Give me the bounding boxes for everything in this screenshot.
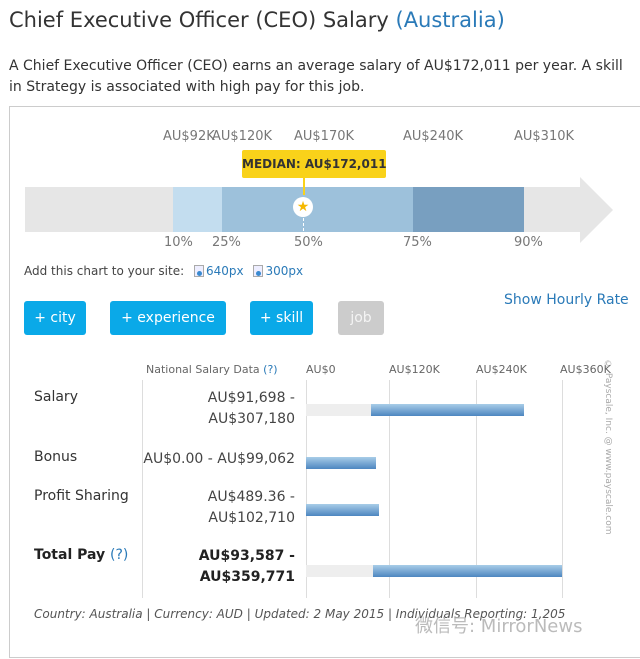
median-tooltip: MEDIAN: AU$172,011 xyxy=(242,150,387,178)
tooltip-pointer xyxy=(303,178,305,195)
divider xyxy=(142,380,143,598)
row-label-total-pay: Total Pay (?) xyxy=(34,547,129,563)
arrow-head xyxy=(580,177,613,243)
axis-tick: AU$360K xyxy=(560,363,611,376)
axis-tick: AU$120K xyxy=(389,363,440,376)
add-city-button[interactable]: + city xyxy=(24,301,86,335)
footer-info: Country: Australia | Currency: AUD | Upd… xyxy=(34,607,566,621)
pct-label: 90% xyxy=(514,235,543,250)
bar-background xyxy=(306,404,372,416)
embed-code-icon xyxy=(193,265,204,277)
pct-label: 25% xyxy=(212,235,241,250)
intro-text: A Chief Executive Officer (CEO) earns an… xyxy=(9,58,623,95)
median-line xyxy=(303,218,304,246)
axis-tick: AU$0 xyxy=(306,363,336,376)
pct-label: 10% xyxy=(164,235,193,250)
add-experience-button[interactable]: + experience xyxy=(110,301,226,335)
row-value-salary: AU$91,698 - AU$307,180 xyxy=(207,390,295,427)
job-button[interactable]: job xyxy=(338,301,384,335)
value-label-p25: AU$120K xyxy=(212,129,273,144)
range-bar xyxy=(372,565,562,577)
segment-10-25 xyxy=(173,187,222,232)
pct-label: 75% xyxy=(403,235,432,250)
show-hourly-rate-link[interactable]: Show Hourly Rate xyxy=(504,292,629,308)
value-label-p90: AU$310K xyxy=(514,129,575,144)
row-label-bonus: Bonus xyxy=(34,449,78,465)
embed-640-link[interactable]: 640px xyxy=(193,264,244,278)
value-label-p50: AU$170K xyxy=(294,129,355,144)
embed-row: Add this chart to your site: 640px 300px xyxy=(24,264,304,278)
location-link[interactable]: (Australia) xyxy=(395,8,505,32)
watermark: 微信号: MirrorNews xyxy=(415,616,583,637)
range-bar xyxy=(306,457,377,469)
range-bar xyxy=(371,404,525,416)
embed-300-link[interactable]: 300px xyxy=(253,264,303,278)
row-value-total-pay: AU$93,587 - AU$359,771 xyxy=(198,548,295,585)
salary-panel xyxy=(9,106,640,658)
segment-25-75 xyxy=(222,187,413,232)
help-link[interactable]: (?) xyxy=(110,547,129,563)
page-title: Chief Executive Officer (CEO) Salary (Au… xyxy=(9,8,505,32)
gridline xyxy=(476,380,477,598)
row-label-profit-sharing: Profit Sharing xyxy=(34,488,129,504)
gridline xyxy=(389,380,390,598)
help-link[interactable]: (?) xyxy=(263,363,278,376)
axis-tick: AU$240K xyxy=(476,363,527,376)
pct-label: 50% xyxy=(294,235,323,250)
value-label-p10: AU$92K xyxy=(163,129,215,144)
bar-background xyxy=(306,565,373,577)
value-label-p75: AU$240K xyxy=(403,129,464,144)
range-bar xyxy=(306,504,380,516)
star-icon: ★ xyxy=(293,197,313,217)
segment-75-90 xyxy=(413,187,524,232)
copyright: © Payscale, Inc. @ www.payscale.com xyxy=(603,360,613,535)
row-label-salary: Salary xyxy=(34,389,78,405)
row-value-profit-sharing: AU$489.36 - AU$102,710 xyxy=(207,489,295,526)
table-header: National Salary Data (?) xyxy=(146,363,278,376)
row-value-bonus: AU$0.00 - AU$99,062 xyxy=(143,451,295,467)
gridline xyxy=(306,380,307,598)
embed-code-icon xyxy=(253,265,264,277)
add-skill-button[interactable]: + skill xyxy=(250,301,313,335)
gridline xyxy=(562,380,563,598)
